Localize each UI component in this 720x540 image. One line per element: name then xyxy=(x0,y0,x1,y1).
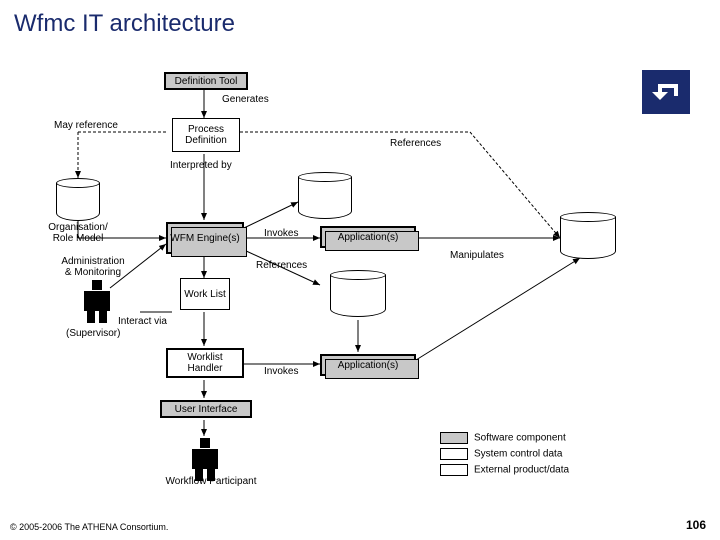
label-workflow-participant: Workflow Participant xyxy=(156,476,266,487)
legend-external: External product/data xyxy=(440,464,569,476)
label-org-role: Organisation/ Role Model xyxy=(34,222,122,244)
label-admin-monitoring: Administration & Monitoring xyxy=(48,256,138,278)
label-references-right: References xyxy=(390,138,441,149)
footer-page-number: 106 xyxy=(686,518,706,532)
page-title: Wfmc IT architecture xyxy=(14,10,235,38)
label-invokes1: Invokes xyxy=(264,228,298,239)
label-invokes2: Invokes xyxy=(264,366,298,377)
legend-software: Software component xyxy=(440,432,566,444)
label-manipulates: Manipulates xyxy=(450,250,504,261)
box-wfm-engine: WFM Engine(s) xyxy=(166,222,244,254)
legend-system: System control data xyxy=(440,448,562,460)
person-participant xyxy=(192,438,218,469)
label-interpreted-by: Interpreted by xyxy=(170,160,232,171)
box-user-interface: User Interface xyxy=(160,400,252,418)
box-work-list: Work List xyxy=(180,278,230,310)
box-definition-tool: Definition Tool xyxy=(164,72,248,90)
box-applications-top: Application(s) xyxy=(320,226,416,248)
cylinder-workflow-app xyxy=(560,212,616,259)
cylinder-workflow-control xyxy=(298,172,352,219)
label-interact-via: Interact via xyxy=(118,316,167,327)
person-supervisor xyxy=(84,280,110,311)
footer-copyright: © 2005-2006 The ATHENA Consortium. xyxy=(10,522,168,532)
label-references2: References xyxy=(256,260,307,271)
cylinder-workflow-relevant xyxy=(330,270,386,317)
label-supervisor: (Supervisor) xyxy=(66,328,120,339)
diagram-area: Definition Tool Process Definition WFM E… xyxy=(0,60,720,490)
box-applications-bottom: Application(s) xyxy=(320,354,416,376)
box-worklist-handler: Worklist Handler xyxy=(166,348,244,378)
cylinder-org-role xyxy=(56,178,100,221)
label-generates: Generates xyxy=(222,94,269,105)
box-process-definition: Process Definition xyxy=(172,118,240,152)
label-may-reference: May reference xyxy=(54,120,118,131)
